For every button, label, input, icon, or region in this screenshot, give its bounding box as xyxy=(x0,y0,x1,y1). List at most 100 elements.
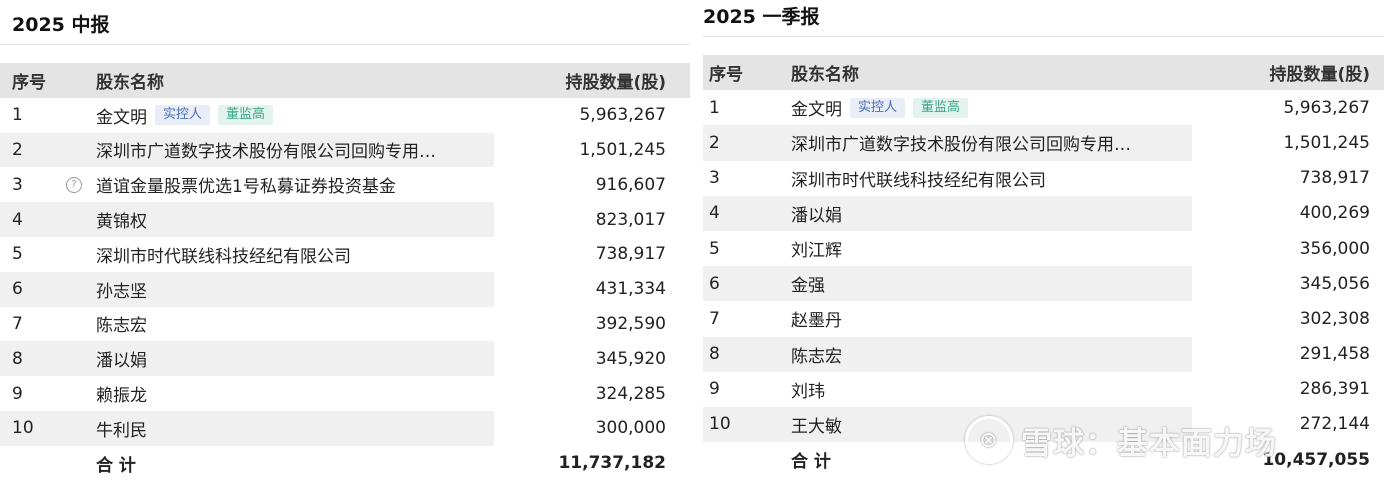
panel-2025-q1: 2025 一季报 序号 股东名称 持股数量(股) 1 金文明 实控人 董监高 5,963… xyxy=(703,0,1384,477)
panel-title: 2025 一季报 xyxy=(703,0,1384,37)
shareholder-name[interactable]: 孙志坚 xyxy=(96,281,147,302)
info-icon[interactable]: ? xyxy=(66,176,82,193)
row-value: 431,334 xyxy=(595,279,666,300)
table-row: 4 潘以娟 400,269 xyxy=(703,195,1384,231)
shareholder-name[interactable]: 刘江辉 xyxy=(791,241,842,262)
shareholder-name[interactable]: 金强 xyxy=(791,276,825,297)
row-idx: 5 xyxy=(709,238,720,259)
table-row: 1 金文明 实控人 董监高 5,963,267 xyxy=(0,98,690,133)
row-value: 392,590 xyxy=(595,313,666,334)
panel-title: 2025 中报 xyxy=(0,0,690,45)
shareholder-name[interactable]: 潘以娟 xyxy=(96,351,147,372)
table-row: 9 刘玮 286,391 xyxy=(703,372,1384,407)
row-value: 5,963,267 xyxy=(579,105,666,126)
shareholder-name[interactable]: 深圳市时代联线科技经纪有限公司 xyxy=(96,246,351,267)
watermark: ⊗ 雪球：基本面力场 xyxy=(965,416,1277,464)
row-value: 324,285 xyxy=(595,383,666,404)
shareholder-name[interactable]: 黄锦权 xyxy=(96,212,147,233)
row-idx: 6 xyxy=(703,266,783,302)
row-name: 赵墨丹 xyxy=(783,301,1192,336)
row-idx: 5 xyxy=(12,244,23,265)
header-value: 持股数量(股) xyxy=(494,63,690,98)
row-value: 272,144 xyxy=(1299,414,1370,435)
table-row: 3? 道谊金量股票优选1号私募证券投资基金 916,607 xyxy=(0,167,690,202)
shareholder-name[interactable]: 赵墨丹 xyxy=(791,311,842,332)
row-idx: 1 xyxy=(709,97,720,118)
row-name: 潘以娟 xyxy=(80,341,494,377)
row-value: 916,607 xyxy=(595,174,666,195)
shareholder-name[interactable]: 陈志宏 xyxy=(791,346,842,367)
total-row: 合 计 10,457,055 xyxy=(703,442,1384,477)
row-idx: 10 xyxy=(0,410,80,446)
row-name: 金强 xyxy=(783,266,1192,302)
row-name: 深圳市时代联线科技经纪有限公司 xyxy=(80,237,494,272)
row-name: 金文明 实控人 董监高 xyxy=(80,98,494,133)
row-idx: 8 xyxy=(703,336,783,372)
row-value: 356,000 xyxy=(1299,238,1370,259)
row-value: 1,501,245 xyxy=(1283,132,1370,153)
table-row: 2 深圳市广道数字技术股份有限公司回购专用… 1,501,245 xyxy=(703,125,1384,161)
shareholder-name[interactable]: 金文明 xyxy=(791,100,842,121)
row-name: 深圳市广道数字技术股份有限公司回购专用… xyxy=(783,125,1192,161)
shareholder-name[interactable]: 深圳市时代联线科技经纪有限公司 xyxy=(791,170,1046,191)
row-name: 陈志宏 xyxy=(80,307,494,342)
table-row: 1 金文明 实控人 董监高 5,963,267 xyxy=(703,90,1384,125)
shareholder-name[interactable]: 深圳市广道数字技术股份有限公司回购专用… xyxy=(791,135,1131,156)
table-row: 6 孙志坚 431,334 xyxy=(0,271,690,307)
row-name: 道谊金量股票优选1号私募证券投资基金 xyxy=(80,167,494,202)
table-row: 8 潘以娟 345,920 xyxy=(0,341,690,377)
header-value: 持股数量(股) xyxy=(1192,55,1384,91)
header-name: 股东名称 xyxy=(80,63,494,98)
row-idx: 2 xyxy=(703,125,783,161)
panel-2025-interim: 2025 中报 序号 股东名称 持股数量(股) 1 金文明 实控人 董监高 5,963,… xyxy=(0,0,690,481)
shareholder-name[interactable]: 深圳市广道数字技术股份有限公司回购专用… xyxy=(96,142,436,163)
row-name: 深圳市广道数字技术股份有限公司回购专用… xyxy=(80,132,494,168)
row-value: 5,963,267 xyxy=(1283,97,1370,118)
shareholder-name[interactable]: 牛利民 xyxy=(96,420,147,441)
shareholder-name[interactable]: 道谊金量股票优选1号私募证券投资基金 xyxy=(96,177,396,198)
row-name: 黄锦权 xyxy=(80,202,494,237)
row-idx: 1 xyxy=(12,105,23,126)
row-value: 738,917 xyxy=(1299,168,1370,189)
shareholder-name[interactable]: 赖振龙 xyxy=(96,386,147,407)
row-name: 刘玮 xyxy=(783,372,1192,407)
shareholder-name[interactable]: 王大敏 xyxy=(791,416,842,437)
row-name: 陈志宏 xyxy=(783,336,1192,372)
shareholder-table: 序号 股东名称 持股数量(股) 1 金文明 实控人 董监高 5,963,267 2 深圳市广… xyxy=(0,63,690,481)
row-idx: 7 xyxy=(709,308,720,329)
controller-tag: 实控人 xyxy=(850,97,906,118)
row-value: 345,056 xyxy=(1299,273,1370,294)
shareholder-name[interactable]: 陈志宏 xyxy=(96,316,147,337)
executive-tag: 董监高 xyxy=(218,105,274,126)
table-row: 4 黄锦权 823,017 xyxy=(0,202,690,237)
table-row: 9 赖振龙 324,285 xyxy=(0,376,690,411)
table-row: 6 金强 345,056 xyxy=(703,266,1384,302)
row-value: 345,920 xyxy=(595,348,666,369)
row-name: 牛利民 xyxy=(80,410,494,446)
row-value: 1,501,245 xyxy=(579,139,666,160)
table-row: 7 陈志宏 392,590 xyxy=(0,307,690,342)
table-header: 序号 股东名称 持股数量(股) xyxy=(703,55,1384,91)
shareholder-table: 序号 股东名称 持股数量(股) 1 金文明 实控人 董监高 5,963,267 2 深圳市广… xyxy=(703,55,1384,477)
row-idx: 7 xyxy=(12,313,23,334)
table-header: 序号 股东名称 持股数量(股) xyxy=(0,63,690,98)
header-idx: 序号 xyxy=(0,63,80,98)
row-idx: 4 xyxy=(0,202,80,237)
row-value: 302,308 xyxy=(1299,308,1370,329)
shareholder-name[interactable]: 刘玮 xyxy=(791,381,825,402)
row-idx: 4 xyxy=(703,195,783,231)
executive-tag: 董监高 xyxy=(913,97,969,118)
total-value: 11,737,182 xyxy=(558,453,666,474)
row-idx: 3 xyxy=(12,174,23,195)
shareholder-name[interactable]: 金文明 xyxy=(96,107,147,128)
row-value: 300,000 xyxy=(595,418,666,439)
controller-tag: 实控人 xyxy=(155,105,211,126)
shareholder-name[interactable]: 潘以娟 xyxy=(791,205,842,226)
total-idx xyxy=(703,442,783,477)
total-idx xyxy=(0,446,80,481)
row-idx: 2 xyxy=(0,132,80,168)
row-value: 823,017 xyxy=(595,209,666,230)
row-name: 赖振龙 xyxy=(80,376,494,411)
row-name: 孙志坚 xyxy=(80,271,494,307)
table-row: 2 深圳市广道数字技术股份有限公司回购专用… 1,501,245 xyxy=(0,132,690,168)
